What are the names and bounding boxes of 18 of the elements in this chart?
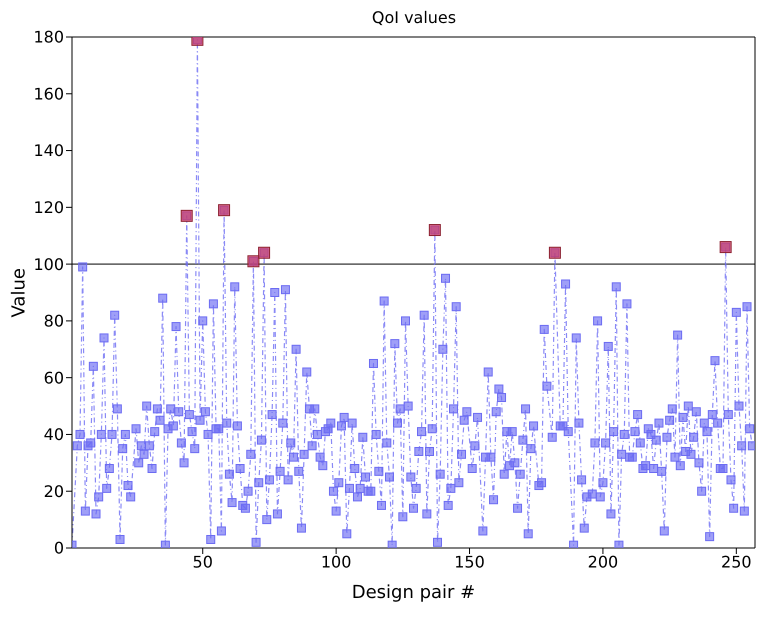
y-tick-label: 80 (44, 312, 64, 331)
y-tick-label: 40 (44, 425, 64, 444)
y-tick-label: 180 (33, 28, 64, 47)
x-tick-label: 50 (192, 552, 213, 572)
x-tick-label: 100 (320, 552, 352, 572)
x-tick-label: 200 (588, 552, 618, 572)
chart-title: QoI values (370, 8, 458, 27)
y-tick-label: 0 (54, 538, 64, 558)
x-tick-label: 150 (454, 552, 485, 572)
y-tick-label: 120 (33, 198, 64, 218)
y-tick-label: 60 (44, 368, 64, 388)
x-tick-label: 250 (721, 552, 752, 572)
y-tick-label: 160 (33, 84, 64, 104)
y-tick-label: 20 (44, 482, 64, 501)
y-axis-title: Value (8, 268, 30, 318)
y-tick-label: 100 (33, 254, 64, 274)
y-tick-label: 140 (33, 141, 64, 160)
x-axis-title: Design pair # (352, 582, 476, 603)
